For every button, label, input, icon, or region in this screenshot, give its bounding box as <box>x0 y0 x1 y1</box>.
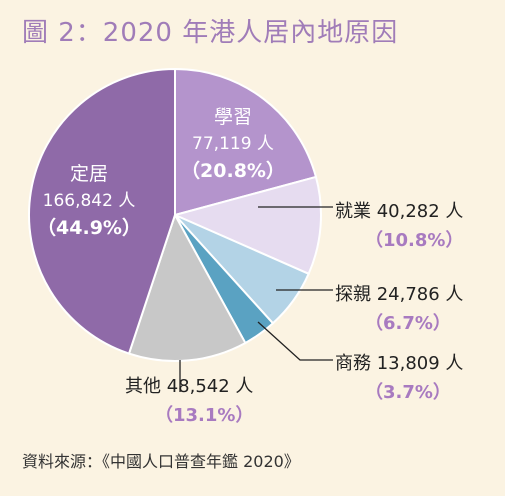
slice-percent: （10.8%） <box>365 230 463 251</box>
slice-label-group-定居: 定居 166,842 人 （44.9%） <box>37 163 141 239</box>
slice-count: 166,842 人 <box>43 191 136 211</box>
slice-count: 77,119 人 <box>192 134 274 154</box>
slice-label: 探親 24,786 人 <box>335 284 463 305</box>
slice-percent: （3.7%） <box>365 382 451 403</box>
chart-title: 圖 2：2020 年港人居內地原因 <box>22 18 399 48</box>
pie-slice-定居 <box>28 67 176 355</box>
slice-label-group-商務: 商務 13,809 人 （3.7%） <box>335 353 463 403</box>
pie-slice-學習 <box>174 67 318 217</box>
slice-label-group-學習: 學習 77,119 人 （20.8%） <box>181 106 285 182</box>
slice-label-group-探親: 探親 24,786 人 （6.7%） <box>335 284 463 334</box>
slice-percent: （20.8%） <box>181 159 285 182</box>
slice-label: 定居 <box>70 163 108 185</box>
slice-label-group-就業: 就業 40,282 人 （10.8%） <box>335 201 463 251</box>
slice-percent: （13.1%） <box>155 405 253 426</box>
source-note: 資料來源：《中國人口普查年鑑 2020》 <box>22 452 300 471</box>
pie-slice-其他 <box>127 212 247 362</box>
slice-label: 其他 48,542 人 <box>125 376 253 397</box>
pie-slice-就業 <box>172 175 322 276</box>
slice-percent: （6.7%） <box>365 313 451 334</box>
slice-label: 商務 13,809 人 <box>335 353 463 374</box>
slice-label: 就業 40,282 人 <box>335 201 463 222</box>
slice-label: 學習 <box>214 106 252 128</box>
slice-label-group-其他: 其他 48,542 人 （13.1%） <box>125 376 253 426</box>
leader-line-商務 <box>257 321 333 361</box>
slice-percent: （44.9%） <box>37 216 141 239</box>
